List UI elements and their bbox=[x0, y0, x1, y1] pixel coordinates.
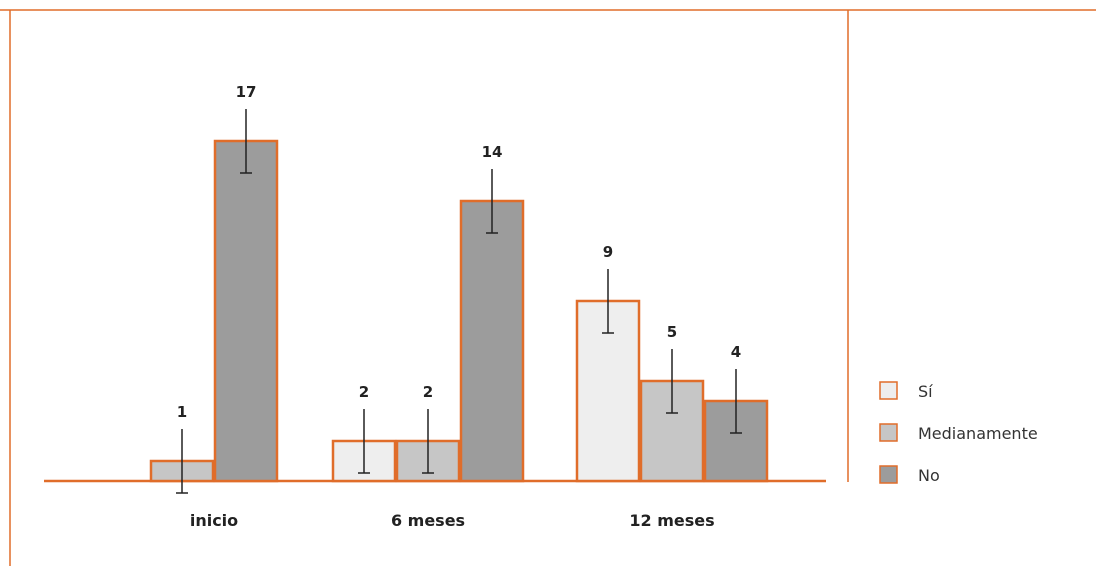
bar-value-label: 2 bbox=[423, 383, 433, 401]
bar-inicio-s2 bbox=[213, 139, 279, 483]
bar-value-label: 9 bbox=[603, 243, 613, 261]
legend-label: Medianamente bbox=[918, 424, 1038, 443]
bar-value-label: 1 bbox=[177, 403, 187, 421]
bar-6-meses-s2 bbox=[459, 199, 525, 483]
category-label: 12 meses bbox=[629, 511, 714, 530]
legend-swatch bbox=[879, 423, 898, 442]
bar-value-label: 4 bbox=[731, 343, 741, 361]
legend-label: Sí bbox=[918, 382, 933, 401]
category-label: 6 meses bbox=[391, 511, 465, 530]
bar-value-label: 17 bbox=[236, 83, 257, 101]
bars-layer: 1 17 2 2 14 9 5 4 bbox=[149, 83, 769, 494]
legend-swatch bbox=[879, 465, 898, 484]
legend: Sí Medianamente No bbox=[879, 381, 1038, 485]
legend-swatch bbox=[879, 381, 898, 400]
category-label: inicio bbox=[190, 511, 238, 530]
bar-value-label: 5 bbox=[667, 323, 677, 341]
category-labels: inicio 6 meses 12 meses bbox=[190, 511, 715, 530]
bar-value-label: 14 bbox=[482, 143, 503, 161]
legend-label: No bbox=[918, 466, 940, 485]
bar-value-label: 2 bbox=[359, 383, 369, 401]
